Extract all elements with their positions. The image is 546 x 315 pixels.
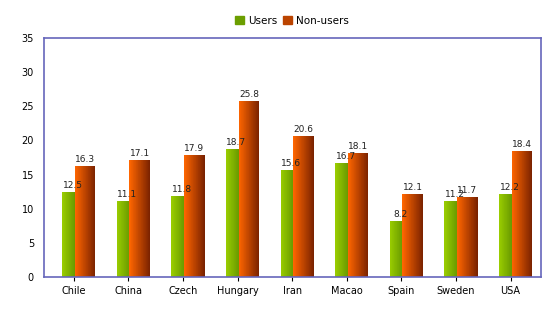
Text: 17.1: 17.1 bbox=[129, 149, 150, 158]
Text: 16.3: 16.3 bbox=[75, 155, 95, 164]
Text: 11.2: 11.2 bbox=[445, 190, 465, 198]
Text: 12.2: 12.2 bbox=[500, 183, 519, 192]
Text: 11.1: 11.1 bbox=[117, 190, 138, 199]
Text: 11.7: 11.7 bbox=[457, 186, 477, 195]
Text: 12.5: 12.5 bbox=[63, 180, 82, 190]
Text: 18.1: 18.1 bbox=[348, 142, 368, 151]
Text: 16.7: 16.7 bbox=[336, 152, 356, 161]
Text: 18.7: 18.7 bbox=[227, 138, 247, 147]
Text: 11.8: 11.8 bbox=[172, 186, 192, 194]
Legend: Users, Non-users: Users, Non-users bbox=[232, 12, 353, 30]
Text: 8.2: 8.2 bbox=[393, 210, 407, 219]
Text: 17.9: 17.9 bbox=[184, 144, 204, 153]
Text: 15.6: 15.6 bbox=[281, 159, 301, 169]
Text: 20.6: 20.6 bbox=[294, 125, 313, 134]
Text: 18.4: 18.4 bbox=[512, 140, 532, 149]
Text: 12.1: 12.1 bbox=[403, 183, 423, 192]
Text: 25.8: 25.8 bbox=[239, 90, 259, 99]
